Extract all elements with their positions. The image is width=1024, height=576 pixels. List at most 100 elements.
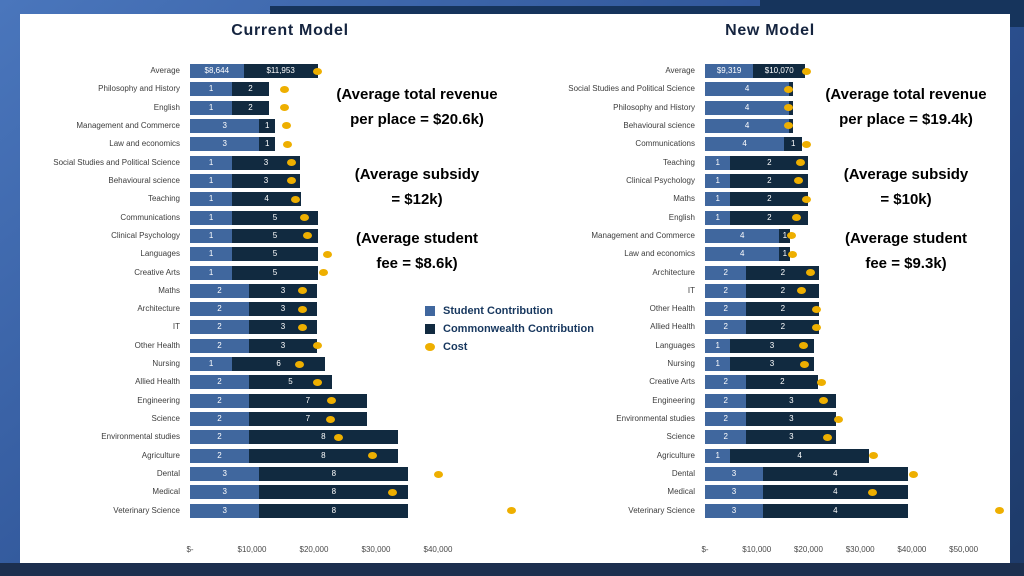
student-bar: 1 — [705, 210, 731, 225]
chart-row: Allied Health 2 5 — [20, 373, 562, 391]
cost-dot — [812, 305, 822, 313]
student-bar: 1 — [190, 265, 233, 280]
student-bar: 1 — [190, 357, 233, 372]
chart-row: Social Studies and Political Science 1 3 — [20, 154, 562, 172]
category-label: Medical — [152, 487, 180, 497]
axis-tick-label: $30,000 — [361, 545, 391, 554]
cost-dot — [784, 85, 794, 93]
student-bar: 1 — [705, 155, 731, 170]
cost-dot — [806, 269, 816, 277]
category-label: Behavioural science — [108, 175, 180, 185]
commonwealth-bar: 2 — [746, 283, 820, 298]
cost-dot — [798, 342, 808, 350]
commonwealth-contribution-swatch-icon — [425, 324, 435, 334]
commonwealth-bar: 6 — [232, 357, 326, 372]
commonwealth-bar: 4 — [762, 467, 908, 482]
commonwealth-bar: 2 — [730, 173, 809, 188]
chart-row: Maths 2 3 — [20, 282, 562, 300]
cost-dot — [295, 360, 305, 368]
category-label: Allied Health — [135, 377, 180, 387]
student-bar: 1 — [705, 448, 731, 463]
axis-tick-label: $40,000 — [897, 545, 927, 554]
commonwealth-bar: 3 — [248, 320, 318, 335]
category-label: Environmental studies — [101, 432, 180, 442]
chart-row: Architecture 2 2 — [535, 264, 1005, 282]
category-label: Science — [151, 414, 180, 424]
cost-dot — [313, 342, 323, 350]
axis-tick-label: $30,000 — [845, 545, 875, 554]
chart-row: Other Health 2 2 — [535, 300, 1005, 318]
chart-row: Architecture 2 3 — [20, 300, 562, 318]
commonwealth-bar: 2 — [746, 375, 819, 390]
cost-dot — [326, 415, 336, 423]
cost-dot — [333, 433, 343, 441]
commonwealth-bar: 4 — [762, 485, 908, 500]
chart-title-new-model: New Model — [725, 22, 815, 39]
annotation-current-revenue: (Average total revenue per place = $20.6… — [336, 86, 498, 128]
axis-tick-label: $10,000 — [237, 545, 267, 554]
commonwealth-bar: 8 — [248, 448, 398, 463]
category-label: English — [668, 212, 695, 222]
cost-dot — [822, 433, 832, 441]
category-label: Dental — [156, 469, 180, 479]
chart-row: Maths 1 2 — [535, 190, 1005, 208]
category-label: English — [153, 102, 180, 112]
legend-item-commonwealth: Commonwealth Contribution — [425, 320, 594, 338]
chart-row: Clinical Psychology 1 5 — [20, 227, 562, 245]
cost-dot — [302, 232, 312, 240]
chart-row: Engineering 2 7 — [20, 392, 562, 410]
legend: Student Contribution Commonwealth Contri… — [425, 302, 594, 356]
chart-row: Allied Health 2 2 — [535, 318, 1005, 336]
chart-row: Medical 3 4 — [535, 483, 1005, 501]
student-bar: $9,319 — [705, 64, 754, 78]
cost-dot — [319, 269, 329, 277]
student-bar: 4 — [705, 247, 780, 262]
chart-row: Other Health 2 3 — [20, 337, 562, 355]
chart-row: Medical 3 8 — [20, 483, 562, 501]
legend-label-cost: Cost — [443, 341, 468, 353]
student-bar: 1 — [190, 247, 233, 262]
new-model-x-axis: $- $10,000 $20,000 $30,000 $40,000 $50,000 — [701, 545, 1005, 559]
category-label: Management and Commerce — [591, 230, 695, 240]
student-bar: 2 — [190, 320, 249, 335]
commonwealth-bar: 1 — [779, 228, 791, 243]
chart-row: Science 2 3 — [535, 428, 1005, 446]
category-label: Creative Arts — [649, 377, 695, 387]
commonwealth-bar: 5 — [232, 265, 318, 280]
bar-track: 4 — [705, 82, 1005, 97]
commonwealth-bar: 1 — [784, 137, 803, 152]
legend-label-student: Student Contribution — [443, 305, 553, 317]
chart-row: Communications 4 1 — [535, 135, 1005, 153]
commonwealth-bar: 1 — [779, 247, 791, 262]
commonwealth-bar: 3 — [746, 393, 837, 408]
cost-dot — [801, 195, 811, 203]
commonwealth-bar: 5 — [232, 247, 318, 262]
category-label: Dental — [671, 469, 695, 479]
cost-dot — [787, 250, 797, 258]
commonwealth-bar: 2 — [730, 155, 809, 170]
cost-dot — [282, 122, 292, 130]
cost-dot — [792, 214, 802, 222]
chart-row: Average $8,644 $11,953 — [20, 62, 562, 80]
commonwealth-bar: 2 — [730, 192, 809, 207]
chart-row: Science 2 7 — [20, 410, 562, 428]
